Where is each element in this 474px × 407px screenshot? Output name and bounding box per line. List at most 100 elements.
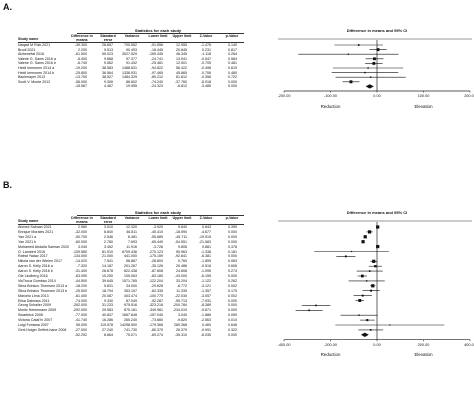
- study-name: Heidi Immonen 2014 a: [18, 66, 55, 70]
- cell-upper: 289.368: [174, 323, 187, 327]
- cell-diff: -77.000: [74, 313, 87, 318]
- cell-p: 0.584: [228, 56, 237, 61]
- cell-diff: -52.292: [74, 332, 87, 337]
- cell-lower: -83.180: [150, 274, 163, 278]
- point-estimate: [347, 53, 350, 55]
- cell-lower: -24.741: [150, 56, 163, 61]
- study-name: Rafrat Yadav 2017: [18, 254, 48, 259]
- cell-upper: 9.840: [178, 225, 187, 229]
- cell-var: 201.267: [124, 264, 137, 269]
- caption-elevation: Elevation: [414, 104, 433, 109]
- point-estimate: [376, 225, 380, 229]
- cell-se: 9.306: [104, 79, 113, 84]
- cell-se: 10.250: [102, 274, 113, 278]
- cell-diff: -262.000: [72, 303, 87, 308]
- study-name: Yan 2021 b: [18, 239, 37, 244]
- cell-se: 8.664: [104, 332, 113, 337]
- point-estimate: [369, 76, 372, 78]
- cell-var: 1667.648: [122, 313, 137, 318]
- cell-diff: -56.000: [74, 79, 87, 84]
- cell-lower: -29.628: [150, 283, 163, 288]
- cell-upper: 20.845: [176, 47, 187, 52]
- cell-lower: -94.822: [150, 66, 163, 70]
- cell-p: 0.181: [228, 249, 237, 254]
- x-tick-label: 200.00: [417, 342, 430, 347]
- cell-diff: -32.000: [74, 229, 87, 234]
- cell-lower: -62.335: [150, 288, 163, 293]
- cell-z: -19.915: [198, 234, 211, 239]
- cell-se: 36.564: [102, 70, 113, 75]
- cell-z: -6.155: [200, 274, 211, 278]
- cell-lower: -169.345: [148, 52, 163, 57]
- cell-upper: -22.030: [174, 293, 187, 298]
- column-rule: [18, 41, 244, 43]
- stats-header: Statistics for each study: [134, 210, 182, 215]
- cell-se: 7.541: [104, 259, 113, 264]
- cell-se: 38.527: [102, 75, 113, 80]
- column-header-lower: Lower limit: [148, 34, 168, 38]
- cell-diff: 2.200: [78, 47, 87, 52]
- cell-se: 39.645: [102, 278, 113, 283]
- cell-lower: -28.800: [150, 259, 163, 264]
- panel-label: A.: [3, 2, 12, 12]
- cell-upper: 61.812: [176, 75, 187, 80]
- cell-var: 75.071: [126, 332, 137, 337]
- cell-lower: -91.556: [150, 43, 163, 47]
- cell-diff: -7.320: [76, 264, 87, 269]
- point-estimate: [344, 255, 347, 258]
- cell-diff: -39.300: [74, 43, 87, 47]
- cell-var: 91.432: [126, 61, 137, 66]
- study-name: Stina Brinkov Thomsen 2013 a: [18, 283, 68, 288]
- column-header-var: Variance: [124, 216, 140, 220]
- cell-se: 21.000: [102, 254, 113, 259]
- cell-var: 97.377: [126, 56, 137, 61]
- point-estimate: [376, 48, 380, 52]
- cell-upper: 0.760: [178, 259, 187, 264]
- cell-diff: -74.000: [74, 298, 87, 303]
- cell-se: 16.286: [102, 318, 113, 323]
- study-name: Brodi 2021: [18, 47, 36, 52]
- caption-reduction: Reduction: [320, 351, 341, 357]
- x-tick-label: -200.00: [324, 342, 337, 347]
- x-tick-label: 0.00: [373, 342, 381, 347]
- point-estimate: [360, 274, 364, 278]
- point-estimate: [358, 314, 360, 316]
- cell-lower: -73.660: [150, 318, 163, 323]
- cell-p: 0.002: [228, 283, 237, 288]
- column-header-diff: Difference in means: [71, 216, 93, 224]
- cell-diff: -61.500: [74, 52, 87, 57]
- cell-var: 46.811: [126, 229, 137, 234]
- cell-se: 55.023: [102, 52, 113, 57]
- cell-var: 353.197: [124, 288, 137, 293]
- cell-var: 265.240: [124, 318, 137, 323]
- panel-b: B. Statistics for each study Difference in…: [0, 178, 474, 407]
- cell-var: 1336.931: [122, 70, 137, 75]
- cell-lower: -25.481: [150, 61, 163, 66]
- cell-upper: -6.772: [176, 283, 187, 288]
- cell-p: 0.000: [228, 332, 237, 337]
- cell-z: -0.991: [200, 327, 211, 332]
- cell-upper: 12.001: [176, 61, 187, 66]
- study-name: VisTroca Gumbau 2014: [18, 278, 56, 283]
- cell-diff: 2.960: [78, 225, 87, 229]
- cell-z: -3.057: [200, 293, 211, 298]
- cell-z: -1.338: [200, 249, 211, 254]
- cell-upper: -43.000: [174, 274, 187, 278]
- cell-z: 0.231: [202, 47, 211, 52]
- cell-z: -6.381: [200, 254, 211, 259]
- cell-upper: 46.345: [176, 52, 187, 57]
- cell-diff: -18.200: [74, 283, 87, 288]
- cell-p: 0.000: [228, 254, 237, 259]
- cell-upper: 13.941: [176, 56, 187, 61]
- cell-p: 0.262: [228, 278, 237, 283]
- cell-var: 741.730: [124, 327, 137, 332]
- cell-z: -1.095: [200, 269, 211, 274]
- column-header-study: Study name: [18, 219, 39, 223]
- cell-var: 87.049: [126, 298, 137, 303]
- cell-var: 975.516: [124, 303, 137, 308]
- plot-header: Difference in means and 95% CI: [346, 28, 408, 33]
- cell-upper: 45.865: [176, 70, 187, 75]
- cell-var: 403.474: [124, 293, 137, 298]
- cell-lower: -92.287: [150, 298, 163, 303]
- cell-diff: -292.000: [72, 308, 87, 313]
